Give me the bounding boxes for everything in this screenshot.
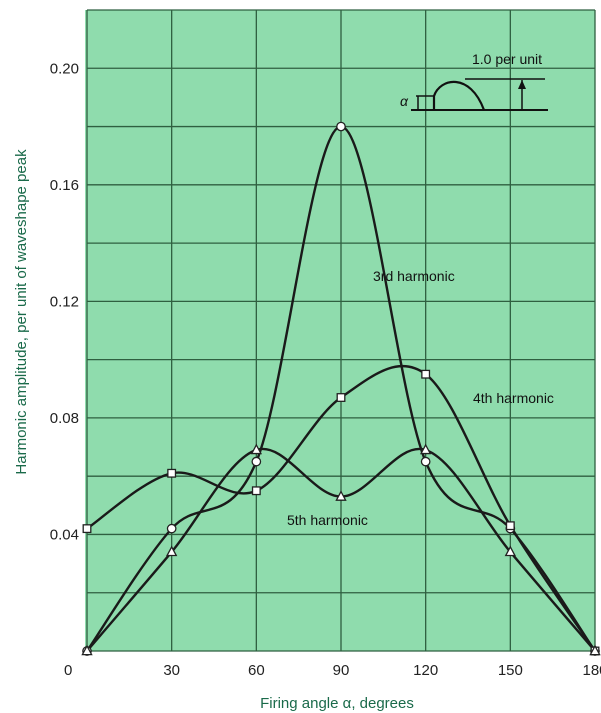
inset-waveform-diagram: α 1.0 per unit (400, 51, 548, 111)
data-point-circle (420, 456, 431, 467)
data-point-square (251, 486, 261, 496)
plot-background (85, 10, 595, 651)
series-label-5th: 5th harmonic (287, 512, 368, 528)
data-point-circle (166, 523, 177, 534)
data-point-triangle (335, 490, 347, 501)
x-tick-label: 180 (582, 662, 601, 679)
data-point-circle (336, 121, 346, 132)
x-tick-label: 30 (163, 662, 180, 679)
y-tick-labels: 0.04 0.08 0.12 0.16 0.20 (50, 60, 79, 543)
x-tick-label: 0 (64, 662, 72, 679)
series-label-4th: 4th harmonic (473, 390, 554, 406)
x-axis-label: Firing angle α, degrees (260, 695, 414, 712)
y-tick-label: 0.12 (50, 293, 79, 310)
x-tick-labels: 0 30 60 90 120 150 180 (64, 662, 601, 679)
inset-amplitude-label: 1.0 per unit (472, 51, 542, 67)
inset-alpha-symbol: α (400, 93, 409, 109)
data-point-square (421, 369, 431, 379)
data-point-square (505, 521, 515, 531)
data-point-triangle (589, 644, 601, 656)
x-tick-label: 120 (413, 662, 438, 679)
data-point-triangle (504, 545, 517, 557)
data-point-triangle (250, 443, 263, 455)
data-point-circle (251, 456, 262, 467)
data-point-triangle (165, 545, 178, 557)
data-point-square (336, 393, 346, 402)
markers (81, 121, 601, 656)
y-tick-label: 0.16 (50, 177, 79, 194)
data-point-square (167, 468, 177, 478)
x-tick-label: 150 (498, 662, 523, 679)
y-tick-label: 0.04 (50, 526, 79, 543)
x-tick-label: 60 (248, 662, 265, 679)
x-tick-label: 90 (333, 662, 350, 679)
data-point-triangle (81, 644, 93, 656)
y-axis-label: Harmonic amplitude, per unit of waveshap… (13, 149, 30, 475)
data-point-square (82, 524, 92, 534)
data-point-triangle (419, 443, 432, 455)
series-label-3rd: 3rd harmonic (373, 268, 455, 284)
y-tick-label: 0.20 (50, 60, 79, 77)
y-tick-label: 0.08 (50, 410, 79, 427)
